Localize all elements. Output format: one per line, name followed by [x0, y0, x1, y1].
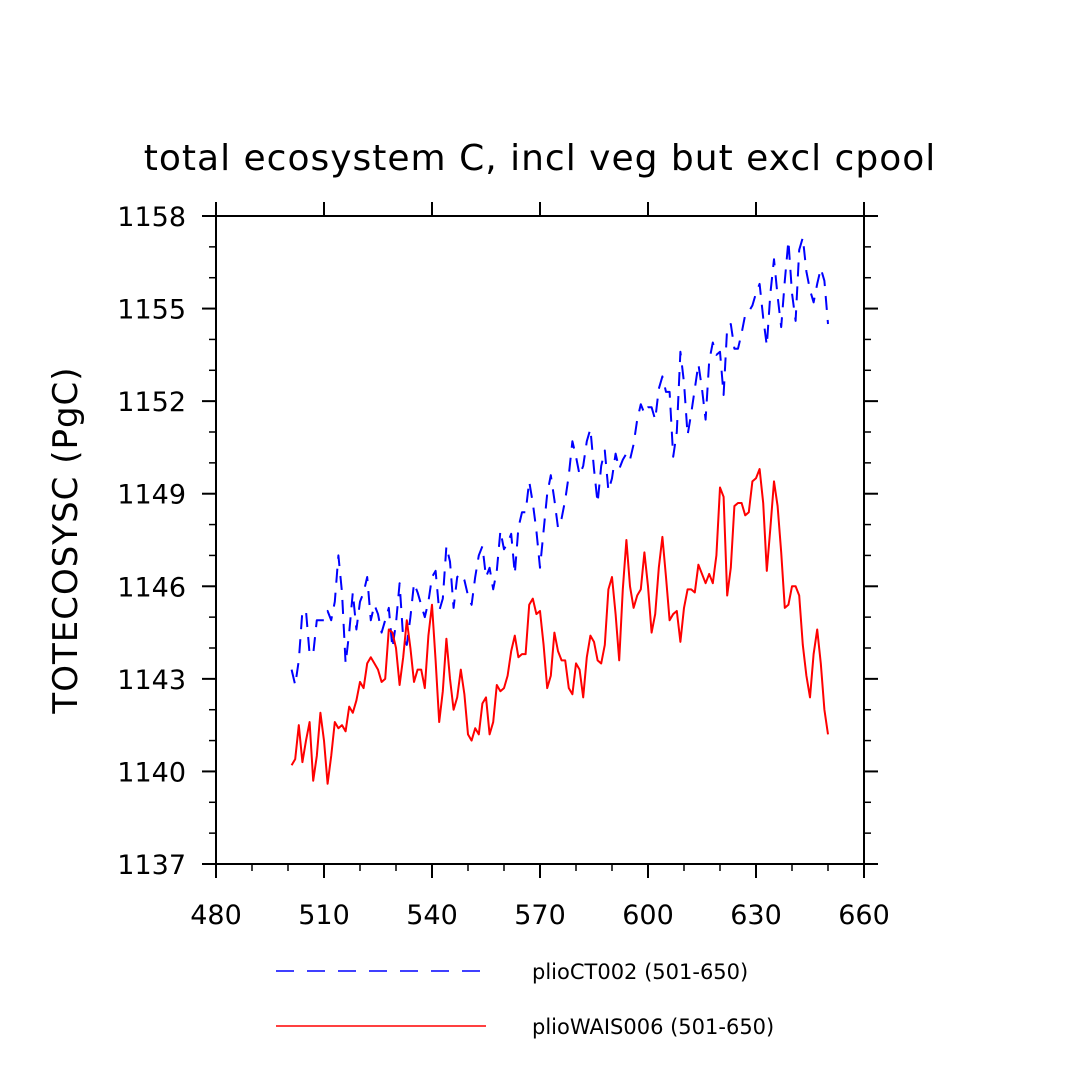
series-layer — [290, 236, 829, 785]
y-tick-label: 1140 — [117, 757, 186, 788]
x-tick-label: 630 — [730, 900, 782, 931]
y-tick-label: 1152 — [117, 387, 186, 418]
x-tick-label: 540 — [406, 900, 458, 931]
y-tick-label: 1158 — [117, 202, 186, 233]
y-axis-title: TOTECOSYSC (PgC) — [46, 366, 86, 714]
x-tick-label: 660 — [838, 900, 890, 931]
y-tick-label: 1143 — [117, 665, 186, 696]
series-line-pliowais006 — [290, 468, 829, 785]
y-axis: 1137 1140 1143 1146 1149 1152 1155 1158 — [117, 202, 878, 881]
y-tick-label: 1149 — [117, 480, 186, 511]
x-tick-label: 570 — [514, 900, 566, 931]
legend-label: plioWAIS006 (501-650) — [532, 1015, 774, 1039]
legend-label: plioCT002 (501-650) — [532, 960, 748, 984]
x-tick-label: 480 — [190, 900, 242, 931]
y-tick-label: 1146 — [117, 572, 186, 603]
legend: plioCT002 (501-650) plioWAIS006 (501-650) — [276, 960, 774, 1039]
x-tick-label: 510 — [298, 900, 350, 931]
chart-title: total ecosystem C, incl veg but excl cpo… — [144, 138, 937, 179]
x-axis: 480 510 540 570 600 630 660 — [190, 202, 890, 931]
y-tick-label: 1137 — [117, 850, 186, 881]
y-tick-label: 1155 — [117, 295, 186, 326]
x-tick-label: 600 — [622, 900, 674, 931]
series-line-plioct002 — [290, 236, 829, 687]
